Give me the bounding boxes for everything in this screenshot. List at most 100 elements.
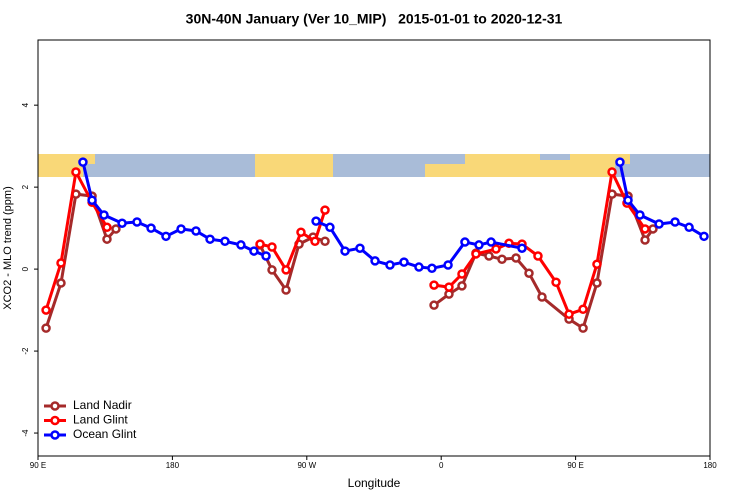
series-line (44, 192, 655, 331)
point (56, 278, 66, 288)
point (102, 222, 112, 233)
point (325, 222, 335, 233)
point (497, 254, 507, 265)
point (460, 237, 470, 247)
x-tick-label: 180 (166, 461, 180, 470)
point (607, 167, 617, 177)
point (699, 231, 709, 242)
y-axis-label: XCO2 - MLO trend (ppm) (2, 186, 14, 309)
point (471, 249, 481, 259)
point (444, 282, 454, 292)
point (41, 323, 51, 333)
legend-marker (50, 401, 60, 411)
map-land (255, 154, 333, 177)
map-land (465, 154, 615, 177)
point (474, 240, 484, 250)
point (443, 260, 453, 270)
point (355, 243, 365, 253)
point (102, 234, 112, 244)
point (457, 269, 467, 279)
point (533, 251, 543, 261)
legend-marker (50, 415, 60, 426)
legend-label: Land Glint (73, 413, 128, 427)
point (236, 240, 246, 250)
point (385, 260, 395, 270)
point (267, 265, 277, 275)
plot-frame (37, 39, 711, 457)
point (41, 305, 51, 315)
point (615, 157, 625, 167)
y-tick-label: 2 (21, 184, 30, 189)
point (340, 246, 350, 256)
point (635, 210, 645, 220)
map-land (425, 164, 465, 177)
point (551, 277, 561, 287)
point (267, 242, 277, 252)
point (78, 157, 88, 167)
point (117, 218, 127, 228)
point (429, 300, 439, 310)
point (146, 223, 156, 233)
point (281, 265, 291, 275)
point (414, 262, 424, 272)
point (191, 226, 201, 236)
series-line (44, 167, 647, 317)
legend-marker (50, 430, 60, 440)
y-tick-label: -2 (21, 347, 30, 355)
point (296, 227, 306, 237)
point (132, 217, 142, 227)
point (87, 195, 97, 206)
point (205, 234, 215, 244)
x-tick-label: 90 W (297, 461, 316, 470)
point (684, 222, 694, 233)
point (578, 304, 588, 315)
point (486, 237, 496, 247)
point (564, 309, 574, 319)
point (220, 236, 230, 246)
point (281, 285, 291, 295)
point (592, 278, 602, 288)
map-land (83, 154, 95, 164)
point (249, 246, 259, 256)
point (311, 216, 321, 226)
point (457, 281, 467, 291)
x-tick-label: 90 E (567, 461, 583, 470)
point (320, 236, 330, 246)
x-tick-label: 0 (439, 461, 444, 470)
y-tick-label: 0 (21, 266, 30, 271)
point (491, 244, 501, 254)
point (176, 224, 186, 234)
point (261, 251, 271, 261)
legend-label: Land Nadir (73, 398, 132, 412)
point (623, 195, 633, 206)
point (654, 219, 664, 229)
point (640, 235, 650, 245)
point (56, 258, 66, 268)
point (71, 167, 81, 177)
point (399, 257, 409, 267)
legend-label: Ocean Glint (73, 427, 137, 441)
point (320, 205, 330, 215)
point (640, 224, 650, 234)
x-tick-label: 90 E (30, 461, 46, 470)
point (537, 292, 547, 302)
point (592, 259, 602, 269)
point (524, 268, 534, 278)
point (429, 280, 439, 290)
point (99, 210, 109, 220)
point (578, 323, 588, 333)
chart-title: 30N-40N January (Ver 10_MIP) 2015-01-01 … (186, 11, 563, 27)
map-ocean (540, 154, 570, 160)
point (255, 239, 265, 249)
point (111, 224, 121, 234)
point (484, 251, 494, 261)
point (670, 217, 680, 227)
x-axis-label: Longitude (348, 476, 401, 490)
point (161, 231, 171, 242)
x-tick-label: 180 (703, 461, 717, 470)
point (427, 263, 437, 274)
map-strip (38, 154, 710, 177)
point (511, 253, 521, 263)
